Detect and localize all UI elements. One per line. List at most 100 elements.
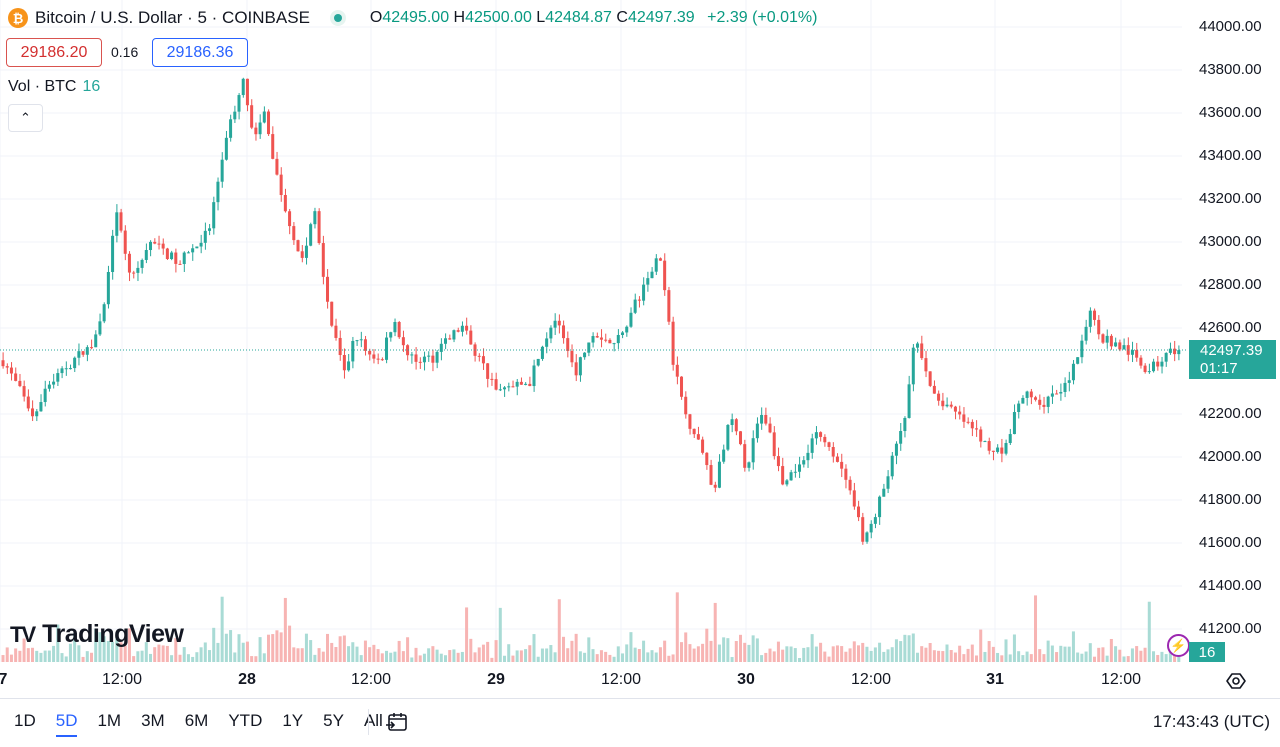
volume-bar [890,647,894,662]
volume-bar [894,639,898,662]
volume-bar [696,646,700,662]
volume-bar [418,655,422,662]
time-axis-label: 31 [986,671,1004,688]
volume-bar [406,637,410,662]
candle-body [654,258,658,272]
candle-body [932,385,936,394]
volume-bar [1004,639,1008,662]
candle-body [549,327,553,339]
volume-bar [212,627,216,662]
volume-bar [203,642,207,662]
candle-body [503,387,507,390]
volume-bar [279,632,283,662]
volume-bar [123,645,127,662]
volume-legend[interactable]: Vol · BTC 16 [8,78,100,96]
candle-body [127,253,131,273]
candle-body [279,174,283,196]
volume-bar [271,634,275,662]
volume-bar [422,653,426,662]
volume-bar [1105,655,1109,662]
volume-bar [5,647,9,662]
candle-body [524,383,528,385]
volume-bar [229,630,233,662]
candle-body [170,252,174,260]
candle-body [161,243,165,249]
price-axis-label: 43400.00 [1199,147,1262,164]
candle-body [448,338,452,340]
volume-bar [1160,651,1164,662]
candle-body [924,358,928,372]
candle-body [262,111,266,123]
candle-body [578,357,582,376]
sell-price-button[interactable]: 29186.20 [6,38,102,67]
tradingview-logo-mark: TV [10,621,36,647]
candle-body [983,441,987,443]
candle-body [785,480,789,485]
last-price-tag: 42497.39 01:17 [1189,340,1276,379]
price-chart[interactable] [0,0,1280,698]
ohlc-high-key: H [453,9,466,26]
candle-body [511,386,515,388]
candle-body [1029,391,1033,398]
volume-bar [338,636,342,662]
volume-bar [334,647,338,662]
calendar-goto-icon[interactable] [385,710,409,734]
candle-body [869,523,873,533]
time-axis-label: 12:00 [850,671,892,688]
volume-bar [427,648,431,662]
volume-bar [962,654,966,662]
range-button-5d[interactable]: 5D [55,711,78,737]
range-button-1d[interactable]: 1D [14,711,36,730]
candle-body [355,340,359,342]
candle-body [663,260,667,291]
volume-bar [127,628,131,662]
candle-body [701,439,705,453]
range-button-all[interactable]: All [363,711,383,730]
volume-bar [77,645,81,662]
volume-bar [814,646,818,662]
candle-body [637,299,641,301]
volume-bar [553,652,557,662]
range-button-1m[interactable]: 1M [97,711,122,730]
candle-body [94,334,98,348]
candle-body [726,424,730,450]
range-button-6m[interactable]: 6M [184,711,209,730]
volume-bar [760,655,764,662]
volume-bar [165,645,169,662]
price-axis-label: 42600.00 [1199,319,1262,336]
volume-bar [776,641,780,662]
collapse-legend-button[interactable]: ⌃ [8,104,43,132]
volume-bar [781,649,785,662]
lightning-icon[interactable]: ⚡ [1167,634,1190,657]
utc-clock[interactable]: 17:43:43 (UTC) [1152,712,1270,731]
candle-body [1164,352,1168,362]
ohlc-readout: O42495.00 H42500.00 L42484.87 C42497.39 … [370,9,818,27]
range-button-ytd[interactable]: YTD [228,711,263,730]
volume-bar [793,648,797,662]
candle-body [975,428,979,430]
symbol-title[interactable]: Bitcoin / U.S. Dollar · 5 · COINBASE [35,8,310,27]
volume-bar [941,651,945,662]
volume-bar [637,649,641,662]
candle-body [283,195,287,212]
volume-bar [1046,640,1050,662]
volume-bar [498,607,502,662]
buy-price-button[interactable]: 29186.36 [152,38,248,67]
candle-body [334,325,338,338]
volume-bar [540,648,544,662]
volume-bar [326,633,330,662]
candle-body [781,466,785,485]
tradingview-logo[interactable]: TV TradingView [10,620,184,649]
volume-bar [43,650,47,662]
volume-bar [431,646,435,662]
range-button-3m[interactable]: 3M [141,711,165,730]
volume-bar [490,657,494,662]
candle-body [692,428,696,435]
range-button-5y[interactable]: 5Y [323,711,344,730]
price-axis-label: 41800.00 [1199,491,1262,508]
gear-icon[interactable] [1226,671,1246,691]
candle-body [1008,434,1012,443]
candle-body [460,325,464,332]
candle-body [878,496,882,518]
range-button-1y[interactable]: 1Y [282,711,304,730]
